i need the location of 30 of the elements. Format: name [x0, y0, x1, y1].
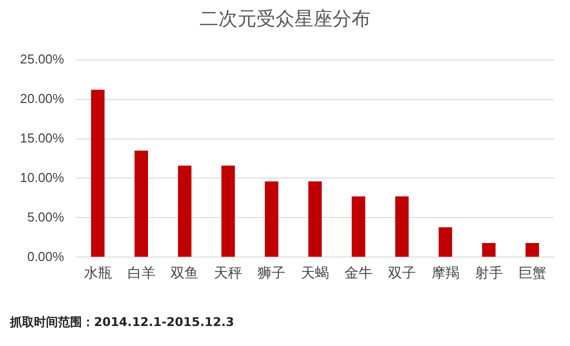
x-tick-label: 双子 — [388, 264, 416, 280]
x-tick-label: 白羊 — [127, 264, 156, 280]
y-tick-label: 5.00% — [27, 209, 65, 224]
x-tick-label: 天秤 — [214, 264, 242, 280]
text: 抓取时间范围：2014.12.1-2015.12.3 — [10, 314, 234, 331]
bar — [438, 227, 452, 257]
bar — [134, 150, 148, 257]
x-tick-label: 摩羯 — [431, 264, 460, 280]
chart-title: 二次元受众星座分布 — [198, 7, 372, 32]
x-tick-label: 金牛 — [344, 264, 372, 280]
x-tick-label: 狮子 — [258, 264, 286, 280]
y-tick-label: 10.00% — [20, 170, 65, 185]
bar — [395, 196, 409, 257]
y-tick-label: 0.00% — [27, 248, 65, 264]
bar — [308, 181, 322, 257]
bar — [178, 166, 192, 257]
x-tick-label: 巨蟹 — [518, 264, 546, 280]
x-tick-label: 水瓶 — [84, 264, 112, 280]
y-tick-label: 20.00% — [20, 90, 65, 106]
bar — [91, 90, 105, 257]
bar — [264, 181, 278, 257]
bar — [352, 196, 366, 257]
bar — [482, 242, 496, 257]
x-tick-label: 射手 — [474, 264, 503, 280]
y-tick-label: 15.00% — [20, 130, 65, 146]
x-tick-label: 天蝎 — [301, 264, 330, 280]
x-tick-label: 双鱼 — [170, 264, 199, 280]
bar — [221, 166, 235, 257]
bar — [526, 242, 540, 257]
y-tick-label: 25.00% — [20, 51, 65, 66]
